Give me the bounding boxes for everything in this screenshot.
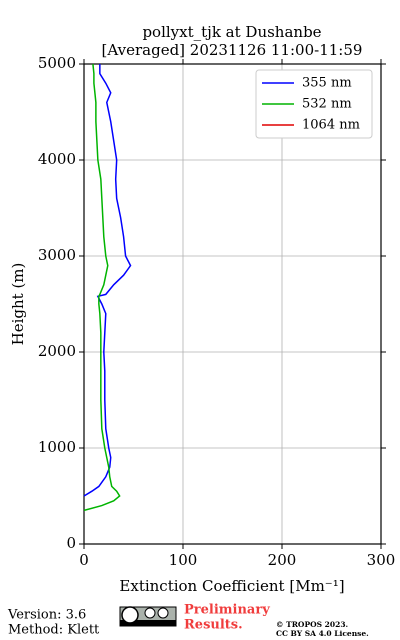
legend-box: [255, 69, 373, 139]
profile-line: [83, 64, 132, 497]
method: Method: Klett: [8, 623, 100, 638]
legend-label: 1064 nm: [302, 118, 360, 133]
copyright: CC BY SA 4.0 License.: [276, 629, 369, 638]
x-tick-label: 300: [367, 551, 396, 569]
y-tick-label: 1000: [38, 438, 76, 456]
x-tick-label: 100: [169, 551, 198, 569]
profile-line: [83, 63, 121, 512]
cc-logo: [119, 606, 177, 627]
plot-frame: [83, 63, 382, 545]
y-axis-label: Height (m): [9, 263, 27, 346]
y-tick-label: 4000: [38, 150, 76, 168]
legend-label: 532 nm: [302, 97, 352, 112]
y-tick-label: 2000: [38, 342, 76, 360]
y-tick-label: 3000: [38, 246, 76, 264]
chart-title: [Averaged] 20231126 11:00-11:59: [102, 41, 363, 59]
y-tick-label: 0: [66, 534, 76, 552]
preliminary-note: Results.: [184, 618, 243, 633]
legend-label: 355 nm: [302, 76, 352, 91]
copyright: © TROPOS 2023.: [276, 620, 348, 629]
version: Version: 3.6: [7, 608, 86, 623]
x-axis-label: Extinction Coefficient [Mm⁻¹]: [119, 577, 344, 595]
chart-title: pollyxt_tjk at Dushanbe: [142, 23, 321, 41]
preliminary-note: Preliminary: [184, 603, 270, 618]
x-tick-label: 0: [79, 551, 89, 569]
x-tick-label: 200: [268, 551, 297, 569]
y-tick-label: 5000: [38, 54, 76, 72]
